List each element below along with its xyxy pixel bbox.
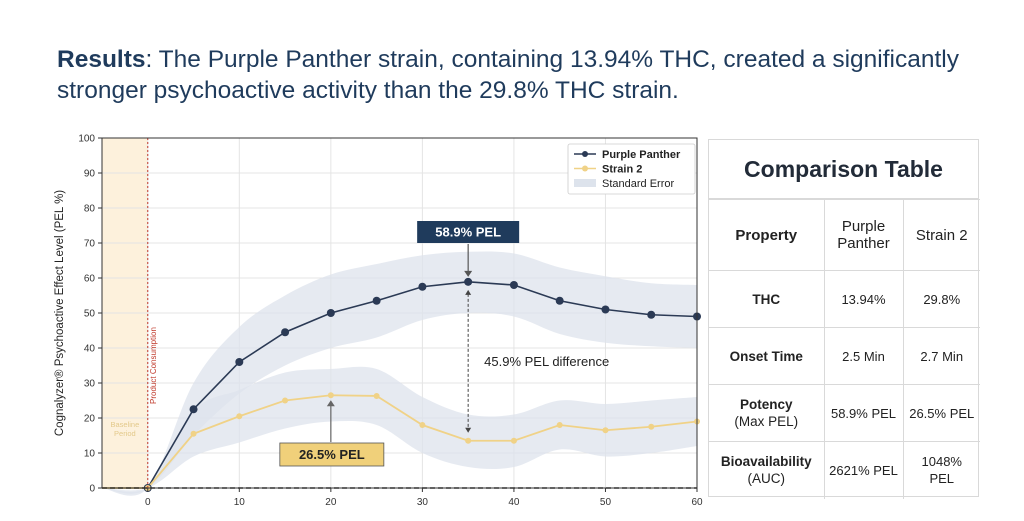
table-row: Onset Time 2.5 Min 2.7 Min — [709, 327, 980, 385]
y-tick-label: 40 — [84, 344, 96, 355]
row-value-strain-2: 2.7 Min — [902, 327, 980, 385]
row-value-strain-2: 1048% PEL — [902, 441, 980, 499]
baseline-period-label: Baseline — [110, 420, 139, 429]
comparison-table: Comparison Table Property Purple Panther… — [708, 139, 980, 499]
strain-2-line — [102, 394, 698, 489]
legend-label: Purple Panther — [602, 149, 681, 161]
strain-2-point — [510, 437, 517, 444]
purple-panther-error-band — [102, 251, 697, 496]
purple-panther-point — [555, 296, 564, 305]
pel-chart: 0 10 20 30 40 50 60 70 80 90 100 0 10 20 30 40 50 60 Cogna… — [54, 134, 703, 509]
legend-swatch-marker — [582, 165, 588, 172]
purple-panther-point — [601, 305, 610, 314]
peak2-label: 26.5% PEL — [299, 447, 365, 462]
purple-panther-point — [189, 405, 198, 414]
peak1-arrowhead — [464, 270, 473, 277]
strain-2-error-band — [102, 366, 697, 494]
baseline-period-label: Period — [114, 429, 136, 438]
strain-2-point — [465, 437, 472, 444]
y-tick-label: 70 — [84, 239, 96, 250]
strain-2-point — [419, 422, 426, 428]
row-property: Onset Time — [709, 327, 825, 385]
row-property: Bioavailability (AUC) — [709, 441, 825, 499]
row-property: Potency (Max PEL) — [709, 384, 825, 442]
legend-box — [567, 143, 696, 195]
difference-arrowhead-top — [465, 289, 472, 295]
y-tick-label: 60 — [84, 274, 96, 285]
x-tick-label: 50 — [600, 497, 612, 508]
peak2-arrowhead — [326, 400, 335, 407]
x-tick-label: 20 — [325, 497, 337, 508]
header-strain-2: Strain 2 — [902, 199, 980, 271]
row-value-purple-panther: 13.94% — [823, 270, 904, 328]
strain-2-point — [648, 423, 655, 430]
row-value-purple-panther: 2.5 Min — [823, 327, 904, 385]
peak1-label: 58.9% PEL — [435, 225, 501, 240]
strain-2-point — [236, 413, 243, 420]
strain-2-point — [602, 427, 609, 434]
purple-panther-point — [372, 296, 381, 305]
row-value-purple-panther: 58.9% PEL — [823, 384, 904, 442]
header-property: Property — [709, 199, 825, 271]
peak1-box — [417, 221, 520, 243]
y-axis-label: Cognalyzer® Psychoactive Effect Level (P… — [54, 190, 66, 436]
table-row: Potency (Max PEL) 58.9% PEL 26.5% PEL — [709, 384, 980, 442]
strain-2-point — [327, 392, 334, 399]
table-row: THC 13.94% 29.8% — [709, 270, 980, 328]
purple-panther-point — [464, 277, 473, 286]
x-tick-label: 60 — [691, 497, 703, 508]
peak2-box — [279, 442, 385, 467]
legend-label: Standard Error — [602, 178, 674, 190]
purple-panther-point — [647, 310, 656, 319]
table-header-row: Property Purple Panther Strain 2 — [709, 199, 980, 271]
y-tick-label: 20 — [84, 414, 96, 425]
row-property-sub: (Max PEL) — [734, 414, 799, 429]
y-tick-label: 50 — [84, 309, 96, 320]
strain-2-point — [190, 430, 197, 437]
legend-swatch-band — [574, 179, 596, 187]
headline: Results: The Purple Panther strain, cont… — [57, 44, 997, 106]
x-tick-label: 30 — [417, 497, 429, 508]
row-value-purple-panther: 2621% PEL — [823, 441, 904, 499]
legend-label: Strain 2 — [602, 164, 642, 176]
x-tick-label: 0 — [145, 497, 151, 508]
difference-arrowhead-bottom — [465, 427, 472, 433]
purple-panther-point — [418, 282, 427, 291]
purple-panther-point — [281, 328, 290, 337]
y-tick-label: 90 — [84, 169, 96, 180]
row-property-name: Potency — [739, 397, 793, 412]
purple-panther-line — [102, 281, 698, 489]
table-row: Bioavailability (AUC) 2621% PEL 1048% PEL — [709, 441, 980, 499]
header-purple-panther: Purple Panther — [823, 199, 904, 271]
legend-swatch-marker — [582, 151, 588, 157]
purple-panther-point — [509, 281, 518, 289]
row-value-strain-2: 26.5% PEL — [902, 384, 980, 442]
purple-panther-point — [326, 309, 335, 317]
row-property: THC — [709, 270, 825, 328]
row-property-sub: (AUC) — [747, 471, 786, 487]
consumption-label: Product Consumption — [149, 327, 158, 404]
y-tick-label: 30 — [84, 379, 96, 390]
y-tick-label: 0 — [89, 484, 95, 495]
row-value-strain-2: 29.8% — [902, 270, 980, 328]
y-tick-label: 100 — [78, 134, 95, 145]
strain-2-point — [373, 392, 380, 399]
headline-lead: Results — [57, 46, 146, 73]
headline-text: : The Purple Panther strain, containing … — [57, 46, 960, 104]
strain-2-point — [282, 397, 289, 404]
row-property-name: Bioavailability — [720, 454, 812, 470]
difference-label: 45.9% PEL difference — [484, 354, 609, 369]
comparison-grid: Property Purple Panther Strain 2 THC 13.… — [709, 199, 980, 499]
table-title: Comparison Table — [709, 140, 978, 199]
purple-panther-point — [235, 358, 244, 366]
x-tick-label: 40 — [508, 497, 520, 508]
y-tick-label: 80 — [84, 204, 96, 215]
strain-2-point — [556, 422, 563, 428]
y-tick-label: 10 — [84, 449, 96, 460]
x-tick-label: 10 — [234, 497, 246, 508]
